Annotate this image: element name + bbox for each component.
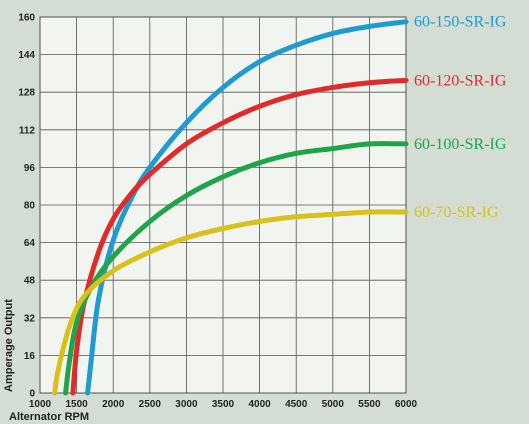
x-tick-label: 4000 [248,399,271,410]
y-tick-label: 32 [24,313,36,324]
x-tick-label: 4500 [285,399,308,410]
legend-label-60-100-sr-ig: 60-100-SR-IG [414,136,507,153]
legend: 60-150-SR-IG 60-120-SR-IG 60-100-SR-IG 60-7… [414,14,507,221]
legend-label-60-150-sr-ig: 60-150-SR-IG [414,14,507,31]
x-tick-label: 5500 [358,399,381,410]
y-tick-label: 64 [24,238,36,249]
y-tick-label: 144 [18,50,35,61]
y-tick-label: 96 [24,163,36,174]
legend-label-60-120-sr-ig: 60-120-SR-IG [414,72,507,89]
x-tick-label: 2000 [102,399,125,410]
x-tick-label: 2500 [139,399,162,410]
series-line-60-70-sr-ig [52,209,409,396]
series-line-60-150-sr-ig [85,19,409,396]
x-tick-labels: 1000 1500 2000 2500 3000 3500 4000 4500 5000 5500… [29,399,418,410]
x-tick-label: 5000 [322,399,345,410]
y-tick-labels: 0 16 32 48 64 80 96 112 128 144 160 [18,13,35,400]
x-tick-label: 1500 [65,399,88,410]
x-tick-label: 3500 [212,399,235,410]
series-lines [52,19,409,396]
x-tick-label: 6000 [395,399,418,410]
x-tick-label: 3000 [175,399,198,410]
y-tick-label: 160 [18,13,35,24]
y-tick-label: 80 [24,201,36,212]
series-line-60-100-sr-ig [63,141,409,396]
y-tick-label: 112 [19,125,36,136]
y-tick-label: 128 [18,88,35,99]
grid-lines [39,16,407,394]
y-tick-label: 16 [24,351,36,362]
x-tick-label: 1000 [29,399,52,410]
legend-label-60-70-sr-ig: 60-70-SR-IG [414,204,499,221]
y-axis-label: Amperage Output [3,299,15,392]
y-tick-label: 0 [29,389,35,400]
y-tick-label: 48 [24,276,36,287]
x-axis-label: Alternator RPM [9,411,89,423]
